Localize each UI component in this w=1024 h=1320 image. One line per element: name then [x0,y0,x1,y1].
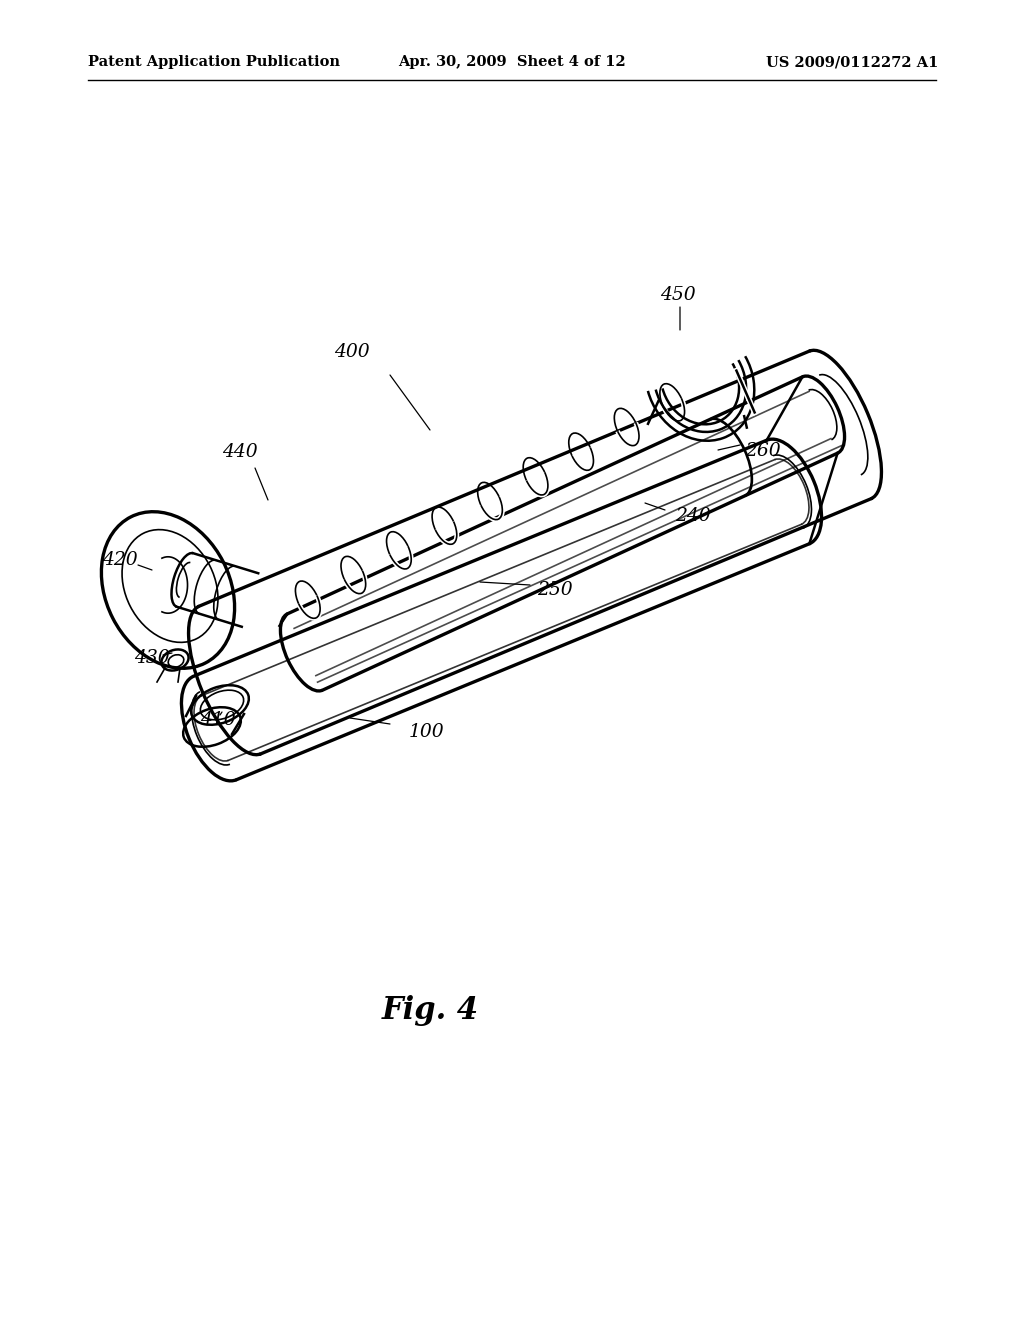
Text: Apr. 30, 2009  Sheet 4 of 12: Apr. 30, 2009 Sheet 4 of 12 [398,55,626,69]
Text: 420: 420 [102,550,138,569]
Text: 430: 430 [134,649,170,667]
Text: 260: 260 [745,442,781,459]
Text: 400: 400 [334,343,370,360]
Text: 440: 440 [222,444,258,461]
Text: 240: 240 [675,507,711,525]
Text: Fig. 4: Fig. 4 [381,994,478,1026]
Text: 100: 100 [410,723,444,741]
Text: Patent Application Publication: Patent Application Publication [88,55,340,69]
Text: US 2009/0112272 A1: US 2009/0112272 A1 [766,55,938,69]
Text: 410: 410 [200,711,236,729]
Text: 450: 450 [660,286,696,304]
Text: 250: 250 [538,581,572,599]
